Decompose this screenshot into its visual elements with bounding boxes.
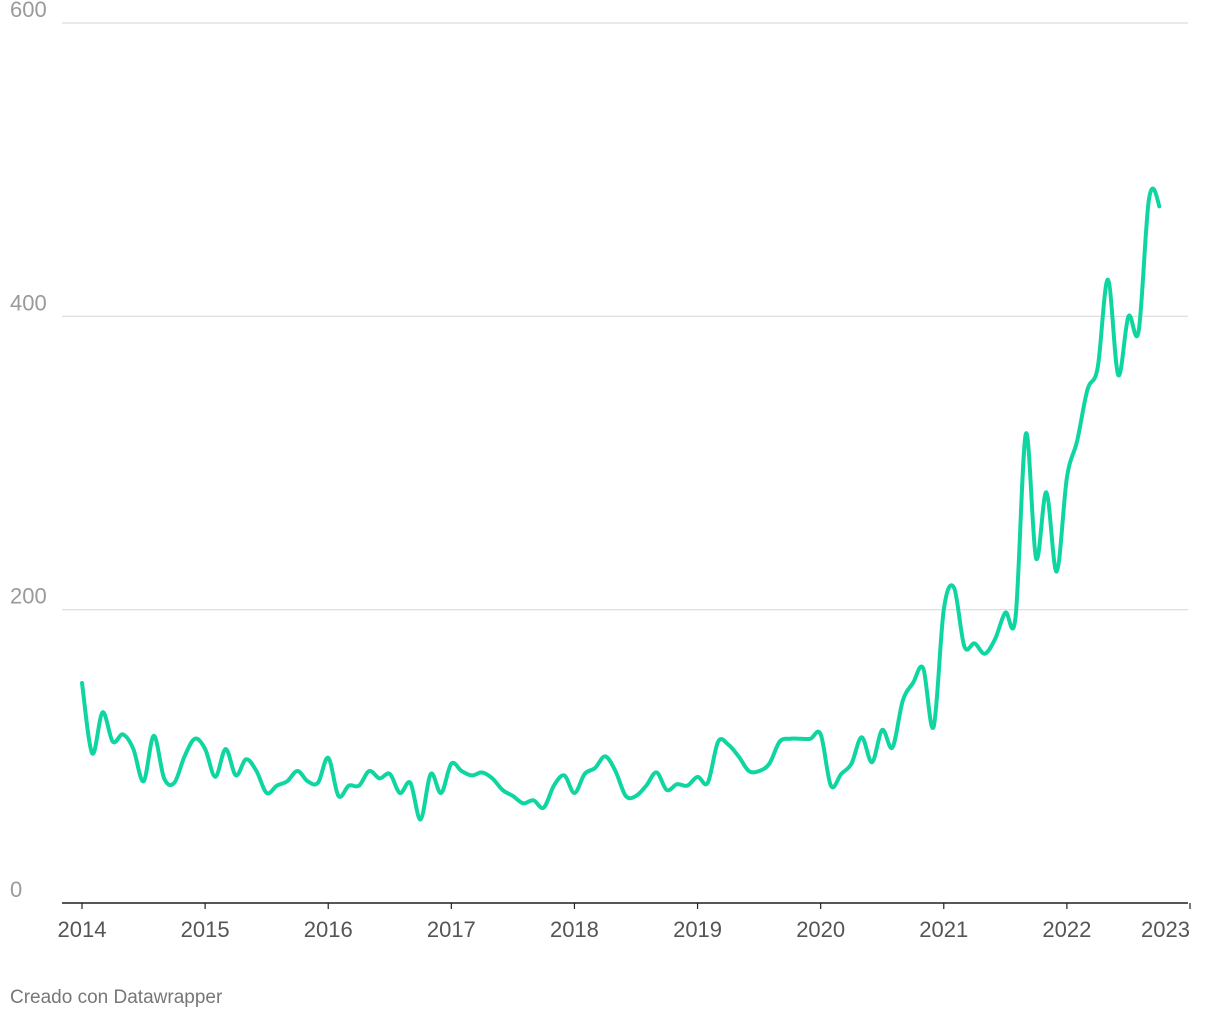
x-tick-label: 2018 xyxy=(550,917,599,942)
x-tick-label: 2021 xyxy=(919,917,968,942)
x-tick-label: 2019 xyxy=(673,917,722,942)
x-tick-label: 2023 xyxy=(1141,917,1190,942)
line-series xyxy=(80,186,1162,822)
x-tick-label: 2016 xyxy=(304,917,353,942)
x-tick-label: 2022 xyxy=(1042,917,1091,942)
y-tick-label: 200 xyxy=(10,584,47,609)
y-tick-label: 400 xyxy=(10,290,47,315)
footer: Creado con Datawrapper xyxy=(10,987,223,1008)
x-tick-label: 2014 xyxy=(58,917,107,942)
y-tick-label: 0 xyxy=(10,877,22,902)
y-tick-label: 600 xyxy=(10,0,47,22)
x-tick-label: 2017 xyxy=(427,917,476,942)
x-tick-label: 2015 xyxy=(181,917,230,942)
x-tick-label: 2020 xyxy=(796,917,845,942)
